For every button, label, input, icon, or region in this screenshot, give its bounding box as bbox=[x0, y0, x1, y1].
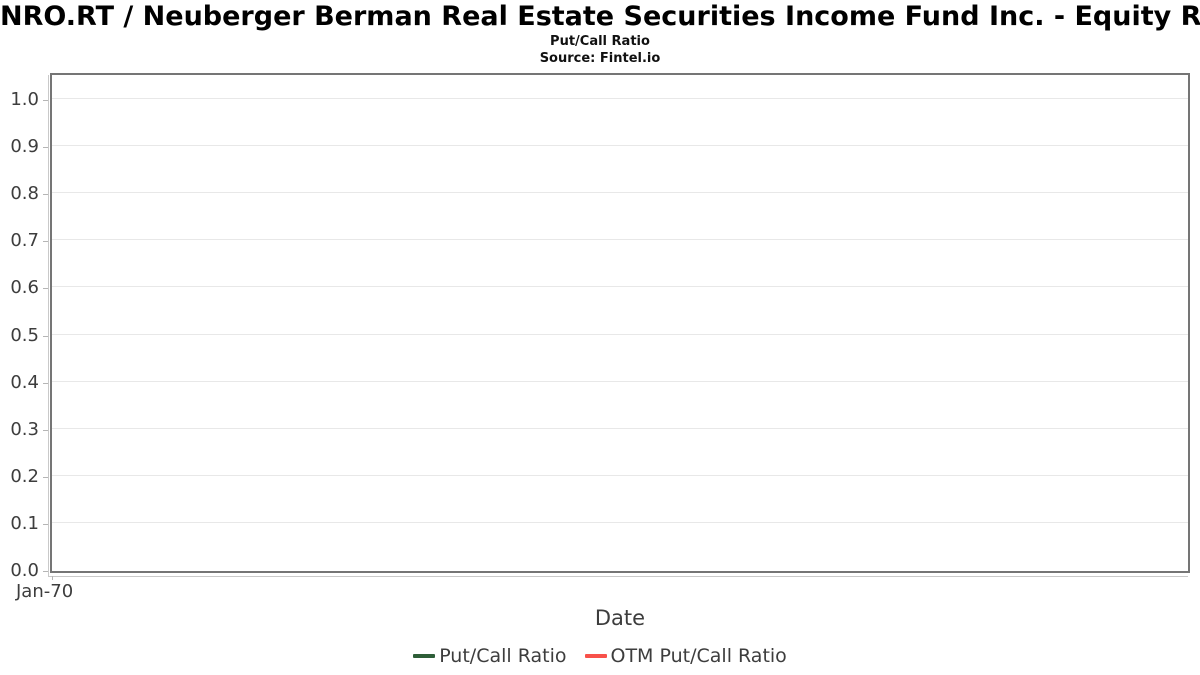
gridline-0.4 bbox=[52, 380, 1188, 382]
y-tick-mark-0.1 bbox=[43, 523, 48, 525]
legend-item-0: Put/Call Ratio bbox=[413, 645, 567, 667]
y-axis-line bbox=[48, 75, 49, 576]
gridline-0.1 bbox=[52, 521, 1188, 523]
plot-area bbox=[50, 73, 1190, 573]
y-tick-label-0.4: 0.4 bbox=[10, 371, 39, 393]
legend-item-1: OTM Put/Call Ratio bbox=[584, 645, 787, 667]
y-tick-label-1.0: 1.0 bbox=[10, 89, 39, 110]
chart-title: NRO.RT / Neuberger Berman Real Estate Se… bbox=[0, 1, 1200, 32]
y-tick-label-0.9: 0.9 bbox=[10, 136, 39, 158]
y-tick-label-0.3: 0.3 bbox=[10, 418, 39, 440]
gridline-0.8 bbox=[52, 192, 1188, 194]
gridline-0.2 bbox=[52, 474, 1188, 476]
x-axis-title: Date bbox=[594, 606, 646, 630]
y-tick-mark-0.9 bbox=[43, 147, 48, 149]
chart-legend: Put/Call Ratio OTM Put/Call Ratio bbox=[0, 645, 1200, 667]
y-tick-mark-1.0 bbox=[43, 100, 48, 101]
y-tick-mark-0.4 bbox=[43, 382, 48, 384]
gridline-0.6 bbox=[52, 286, 1188, 288]
y-tick-label-0.1: 0.1 bbox=[10, 512, 39, 534]
gridline-1.0 bbox=[52, 98, 1188, 99]
gridline-0.3 bbox=[52, 427, 1188, 429]
y-tick-label-0.7: 0.7 bbox=[10, 230, 39, 252]
y-tick-mark-0.3 bbox=[43, 429, 48, 431]
legend-line-swatch-icon bbox=[413, 654, 436, 658]
gridline-0.9 bbox=[52, 145, 1188, 147]
y-tick-label-0.2: 0.2 bbox=[10, 465, 39, 487]
y-tick-label-0.8: 0.8 bbox=[10, 183, 39, 205]
legend-label: OTM Put/Call Ratio bbox=[610, 645, 787, 667]
x-tick-mark bbox=[52, 576, 53, 580]
y-tick-mark-0.6 bbox=[43, 288, 48, 290]
x-tick-label: Jan-70 bbox=[16, 581, 74, 602]
x-axis-line bbox=[48, 576, 1188, 577]
gridline-0.5 bbox=[52, 333, 1188, 335]
y-tick-label-0.6: 0.6 bbox=[10, 277, 39, 299]
y-tick-label-0.5: 0.5 bbox=[10, 324, 39, 346]
chart-subtitle: Put/Call Ratio bbox=[550, 34, 650, 49]
y-tick-mark-0.7 bbox=[43, 241, 48, 243]
gridline-0.7 bbox=[52, 239, 1188, 241]
y-tick-mark-0.8 bbox=[43, 194, 48, 196]
legend-label: Put/Call Ratio bbox=[439, 645, 567, 667]
legend-line-swatch-icon bbox=[584, 654, 607, 658]
y-tick-mark-0.0 bbox=[43, 571, 48, 572]
y-tick-mark-0.2 bbox=[43, 476, 48, 478]
y-tick-mark-0.5 bbox=[43, 335, 48, 337]
chart-source-credit: Source: Fintel.io bbox=[539, 51, 661, 66]
y-tick-label-0.0: 0.0 bbox=[10, 560, 39, 581]
